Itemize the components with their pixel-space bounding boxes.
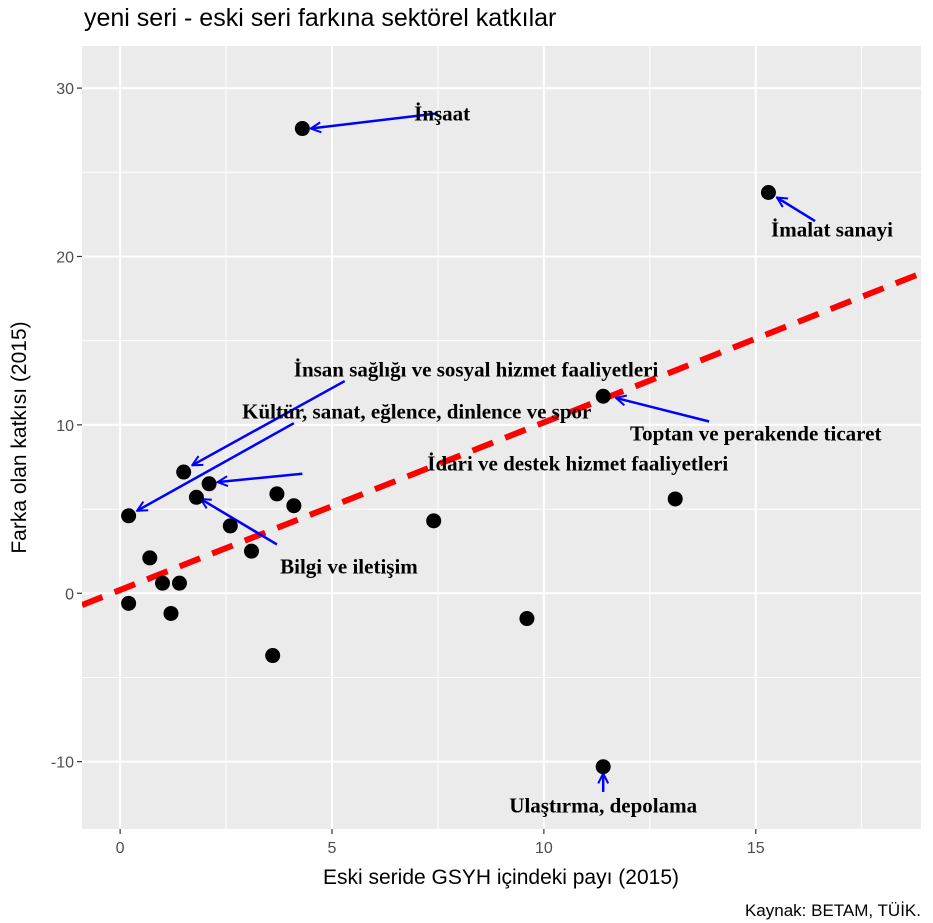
data-point [286,498,302,514]
x-axis-title: Eski seride GSYH içindeki payı (2015) [323,866,679,889]
annotation-arrow [777,198,816,223]
y-tick-label: 30 [56,81,74,98]
trend-line [82,270,921,608]
annotation-arrow [137,422,295,512]
annotation-arrow [311,112,439,128]
annotation-labels: İnşaat İmalat sanayi İnsan sağlığı ve sosy… [242,101,893,817]
annotation-label: Bilgi ve iletişim [280,554,418,578]
annotation-arrow [616,398,710,423]
data-point [163,605,179,621]
data-point [667,491,683,507]
data-point [265,648,281,664]
data-point [595,759,611,775]
trend-line-group [82,270,921,608]
annotation-arrow [218,472,303,482]
data-point [595,388,611,404]
annotation-label: İnsan sağlığı ve sosyal hizmet faaliyetl… [294,357,659,381]
annotation-label: Ulaştırma, depolama [509,793,697,817]
data-point [121,595,137,611]
data-point [171,575,187,591]
data-point [142,550,158,566]
plot-panel [82,46,921,829]
data-point [269,486,285,502]
data-point [294,121,310,137]
x-tick-label: 10 [535,840,553,857]
data-point [243,543,259,559]
y-tick-label: -10 [51,755,74,772]
annotation-label: Kültür, sanat, eğlence, dinlence ve spor [242,399,591,423]
data-points [121,121,776,775]
annotation-arrows [137,112,816,792]
y-tick-label: 10 [56,418,74,435]
data-point [222,518,238,534]
annotation-arrow [201,499,278,546]
data-point [201,476,217,492]
x-tick-label: 5 [328,840,337,857]
chart-title: yeni seri - eski seri farkına sektörel k… [84,4,557,32]
annotation-label: İdari ve destek hizmet faaliyetleri [427,452,728,476]
data-point [121,508,137,524]
source-caption: Kaynak: BETAM, TÜİK. [744,901,921,920]
data-point [176,464,192,480]
x-tick-label: 0 [116,840,125,857]
axis-ticks: 0 5 10 15 -10 0 10 20 30 [51,81,765,857]
data-point [519,611,535,627]
y-tick-label: 20 [56,249,74,266]
y-tick-label: 0 [65,586,74,603]
data-point [188,489,204,505]
annotation-label: Toptan ve perakende ticaret [630,421,881,445]
x-tick-label: 15 [747,840,765,857]
data-point [155,575,171,591]
annotation-arrow [192,379,346,467]
data-point [760,184,776,200]
annotation-label: İnşaat [414,101,470,125]
gridlines [82,46,921,829]
data-point [426,513,442,529]
annotation-label: İmalat sanayi [771,218,893,242]
y-axis-title: Farka olan katkısı (2015) [8,321,31,553]
